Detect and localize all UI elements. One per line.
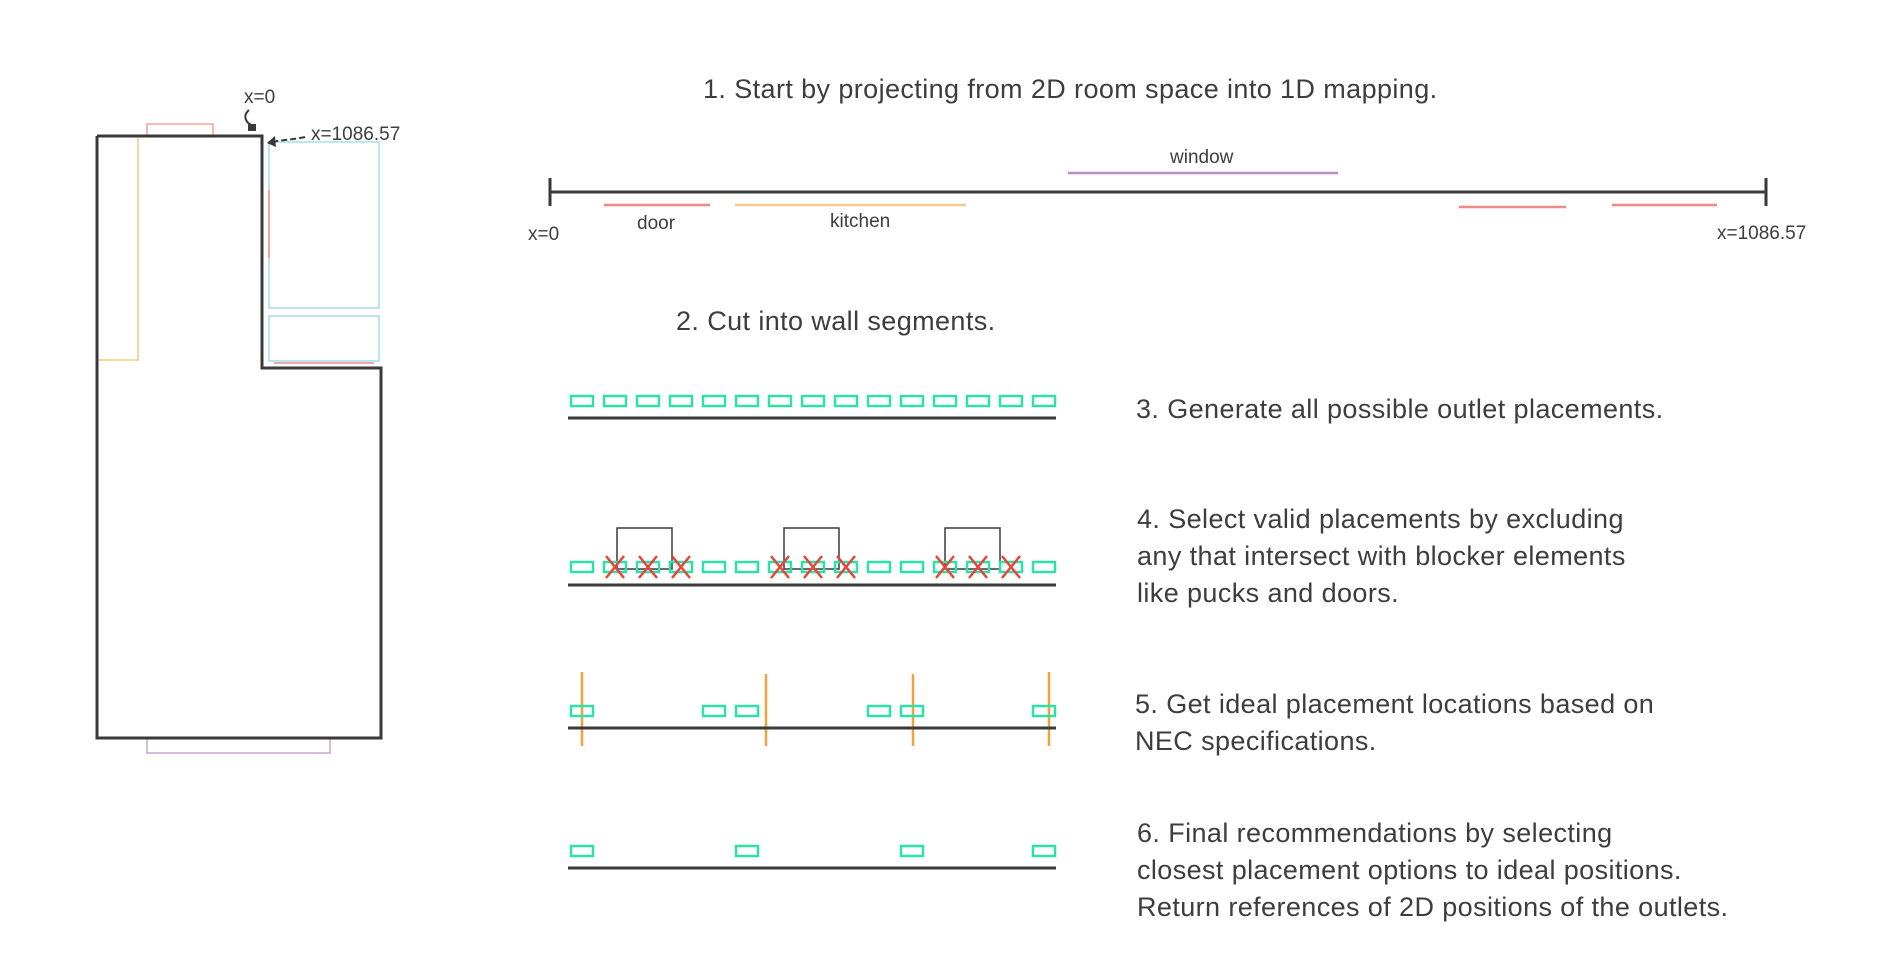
outlet-option xyxy=(602,394,628,408)
step-4-blocker-1 xyxy=(616,527,673,570)
rejected-outlet-cross xyxy=(671,555,691,579)
floorplan-kitchen-zone xyxy=(96,135,139,361)
outlet-option xyxy=(965,394,991,408)
outlet-option xyxy=(833,560,859,574)
recommended-outlet xyxy=(899,844,925,858)
step-4-text-line-1: 4. Select valid placements by excluding xyxy=(1137,504,1624,534)
step-1-mapping: 1. Start by projecting from 2D room spac… xyxy=(528,74,1806,245)
valid-outlet xyxy=(701,704,727,718)
rejected-outlet-cross xyxy=(803,555,823,579)
step-6-outlets xyxy=(569,844,1057,858)
outlet-option xyxy=(569,560,595,574)
floor-plan: x=0 x=1086.57 xyxy=(95,87,400,754)
step-4-text-line-3: like pucks and doors. xyxy=(1137,578,1399,608)
floorplan-end-label: x=1086.57 xyxy=(311,124,400,145)
step-4-valid-placements: 4. Select valid placements by excluding … xyxy=(568,504,1626,608)
outlet-option xyxy=(701,560,727,574)
outlet-option xyxy=(965,560,991,574)
outlet-option xyxy=(701,394,727,408)
rejected-outlet-cross xyxy=(968,555,988,579)
step-3-outlets xyxy=(569,394,1057,408)
outlet-option xyxy=(635,560,661,574)
step-4-blocker-3 xyxy=(944,527,1001,570)
rejected-outlet-cross xyxy=(770,555,790,579)
step-4-text-line-2: any that intersect with blocker elements xyxy=(1137,541,1626,571)
recommended-outlet xyxy=(734,844,760,858)
rejected-outlet-cross xyxy=(836,555,856,579)
outlet-option xyxy=(635,394,661,408)
outlet-option xyxy=(998,394,1024,408)
mapping-door-label: door xyxy=(637,213,676,234)
outlet-option xyxy=(899,560,925,574)
floorplan-x0-arrow xyxy=(244,109,255,127)
floorplan-window xyxy=(146,737,331,754)
step-3-text: 3. Generate all possible outlet placemen… xyxy=(1136,394,1664,424)
outlet-option xyxy=(932,560,958,574)
step-4-rejections xyxy=(605,555,1021,579)
valid-outlet xyxy=(1031,704,1057,718)
step-3-all-placements: 3. Generate all possible outlet placemen… xyxy=(568,394,1664,424)
outlet-option xyxy=(998,560,1024,574)
outlet-option xyxy=(734,394,760,408)
mapping-kitchen-label: kitchen xyxy=(830,211,890,232)
rejected-outlet-cross xyxy=(605,555,625,579)
step-5-ideal-locations: 5. Get ideal placement locations based o… xyxy=(568,672,1654,756)
step-6-text-line-1: 6. Final recommendations by selecting xyxy=(1137,818,1613,848)
floorplan-end-arrow xyxy=(267,136,306,144)
outlet-option xyxy=(668,394,694,408)
outlet-option xyxy=(932,394,958,408)
valid-outlet xyxy=(734,704,760,718)
step-5-outlets xyxy=(569,704,1057,718)
floorplan-origin-marker xyxy=(248,124,256,131)
step-4-outlets xyxy=(569,560,1057,574)
outlet-option xyxy=(569,394,595,408)
step-2-text: 2. Cut into wall segments. xyxy=(676,306,996,336)
outlet-option xyxy=(833,394,859,408)
valid-outlet xyxy=(899,704,925,718)
rejected-outlet-cross xyxy=(1001,555,1021,579)
mapping-start-label: x=0 xyxy=(528,224,559,245)
outlet-option xyxy=(668,560,694,574)
outlet-option xyxy=(800,560,826,574)
outlet-option xyxy=(899,394,925,408)
rejected-outlet-cross xyxy=(935,555,955,579)
outlet-option xyxy=(1031,560,1057,574)
floorplan-end-arrowhead xyxy=(267,136,276,147)
mapping-window-label: window xyxy=(1169,147,1234,168)
outlet-option xyxy=(767,560,793,574)
outlet-option xyxy=(767,394,793,408)
floorplan-walls xyxy=(95,134,383,740)
outlet-option xyxy=(866,560,892,574)
outlet-option xyxy=(800,394,826,408)
step-5-text-line-1: 5. Get ideal placement locations based o… xyxy=(1135,689,1654,719)
step-5-text-line-2: NEC specifications. xyxy=(1135,726,1377,756)
valid-outlet xyxy=(866,704,892,718)
outlet-option xyxy=(734,560,760,574)
floorplan-puck-lower xyxy=(268,315,380,362)
step-6-text-line-3: Return references of 2D positions of the… xyxy=(1137,892,1728,922)
step-6-text-line-2: closest placement options to ideal posit… xyxy=(1137,855,1682,885)
outlet-option xyxy=(602,560,628,574)
valid-outlet xyxy=(569,704,595,718)
outlet-option xyxy=(1031,394,1057,408)
outlet-option xyxy=(866,394,892,408)
recommended-outlet xyxy=(569,844,595,858)
floorplan-x0-label: x=0 xyxy=(244,87,275,108)
floorplan-puck-upper xyxy=(268,141,380,309)
recommended-outlet xyxy=(1031,844,1057,858)
mapping-end-label: x=1086.57 xyxy=(1717,223,1806,244)
step-6-final-recommendations: 6. Final recommendations by selecting cl… xyxy=(568,818,1728,922)
rejected-outlet-cross xyxy=(638,555,658,579)
step-1-text: 1. Start by projecting from 2D room spac… xyxy=(703,74,1438,104)
